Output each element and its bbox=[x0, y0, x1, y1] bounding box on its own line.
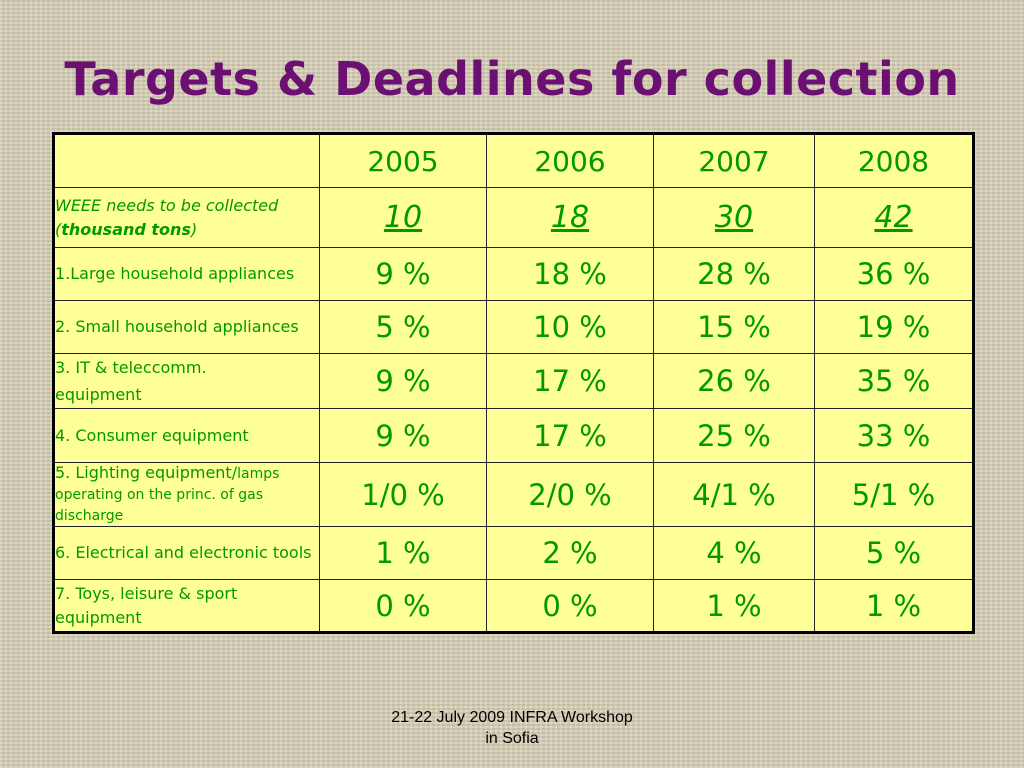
table-cell: 17 % bbox=[486, 353, 654, 409]
header-row: 2005 2006 2007 2008 bbox=[53, 133, 974, 188]
table-cell: 2/0 % bbox=[486, 462, 654, 527]
table-cell: 1/0 % bbox=[319, 462, 487, 527]
table-row: 1.Large household appliances 9 % 18 % 28… bbox=[53, 247, 974, 301]
table-cell: 18 bbox=[486, 187, 654, 248]
table-cell: 35 % bbox=[814, 353, 974, 409]
row-label-main: 5. Lighting equipment/ bbox=[55, 463, 238, 482]
table-row: 4. Consumer equipment 9 % 17 % 25 % 33 % bbox=[53, 408, 974, 463]
table-row: 6. Electrical and electronic tools 1 % 2… bbox=[53, 526, 974, 580]
table-cell: 19 % bbox=[814, 300, 974, 354]
row-label: 4. Consumer equipment bbox=[53, 408, 320, 463]
row-label: 3. IT & teleccomm. equipment bbox=[53, 353, 320, 409]
weee-value: 18 bbox=[550, 200, 590, 235]
year-header: 2007 bbox=[653, 133, 815, 188]
table-cell: 28 % bbox=[653, 247, 815, 301]
year-header: 2006 bbox=[486, 133, 654, 188]
row-label: 7. Toys, leisure & sport equipment bbox=[53, 579, 320, 633]
row-label: WEEE needs to be collected (thousand ton… bbox=[53, 187, 320, 248]
paren-open: ( bbox=[55, 219, 62, 239]
row-label-line1: 3. IT & teleccomm. bbox=[55, 358, 207, 377]
table-cell: 10 bbox=[319, 187, 487, 248]
table-cell: 17 % bbox=[486, 408, 654, 463]
table-cell: 26 % bbox=[653, 353, 815, 409]
year-header: 2008 bbox=[814, 133, 974, 188]
table-cell: 18 % bbox=[486, 247, 654, 301]
table-cell: 9 % bbox=[319, 408, 487, 463]
table-cell: 5 % bbox=[814, 526, 974, 580]
table-cell: 2 % bbox=[486, 526, 654, 580]
slide-title: Targets & Deadlines for collection bbox=[64, 52, 960, 106]
table-row: 2. Small household appliances 5 % 10 % 1… bbox=[53, 300, 974, 354]
table-cell: 1 % bbox=[814, 579, 974, 633]
row-label: 5. Lighting equipment/lamps operating on… bbox=[53, 462, 320, 527]
table-cell: 0 % bbox=[319, 579, 487, 633]
table-cell: 25 % bbox=[653, 408, 815, 463]
table-cell: 4/1 % bbox=[653, 462, 815, 527]
paren-close: ) bbox=[190, 219, 198, 239]
footer-line2: in Sofia bbox=[485, 730, 539, 747]
table-row: 5. Lighting equipment/lamps operating on… bbox=[53, 462, 974, 527]
table-cell: 4 % bbox=[653, 526, 815, 580]
table-cell: 5/1 % bbox=[814, 462, 974, 527]
slide-footer: 21-22 July 2009 INFRA Workshop in Sofia bbox=[340, 707, 684, 749]
table-row: 7. Toys, leisure & sport equipment 0 % 0… bbox=[53, 579, 974, 633]
table-cell: 33 % bbox=[814, 408, 974, 463]
row-label: 2. Small household appliances bbox=[53, 300, 320, 354]
row-label: 6. Electrical and electronic tools bbox=[53, 526, 320, 580]
table-row: WEEE needs to be collected (thousand ton… bbox=[53, 187, 974, 248]
weee-value: 42 bbox=[874, 200, 913, 235]
empty-header-cell bbox=[53, 133, 320, 188]
table-cell: 15 % bbox=[653, 300, 815, 354]
table-cell: 1 % bbox=[653, 579, 815, 633]
weee-value: 10 bbox=[383, 200, 423, 235]
table-cell: 36 % bbox=[814, 247, 974, 301]
table-cell: 1 % bbox=[319, 526, 487, 580]
table-cell: 42 bbox=[814, 187, 974, 248]
weee-value: 30 bbox=[714, 200, 754, 235]
weee-label-line1: WEEE needs to be collected bbox=[55, 195, 279, 215]
footer-line1: 21-22 July 2009 INFRA Workshop bbox=[391, 709, 633, 726]
table-cell: 0 % bbox=[486, 579, 654, 633]
row-label-line2: equipment bbox=[55, 385, 142, 404]
targets-table: 2005 2006 2007 2008 WEEE needs to be col… bbox=[52, 132, 975, 634]
table-cell: 9 % bbox=[319, 247, 487, 301]
table-cell: 30 bbox=[653, 187, 815, 248]
table-row: 3. IT & teleccomm. equipment 9 % 17 % 26… bbox=[53, 353, 974, 409]
table-cell: 10 % bbox=[486, 300, 654, 354]
table-cell: 9 % bbox=[319, 353, 487, 409]
row-label: 1.Large household appliances bbox=[53, 247, 320, 301]
table-cell: 5 % bbox=[319, 300, 487, 354]
year-header: 2005 bbox=[319, 133, 487, 188]
weee-label-unit: thousand tons bbox=[61, 219, 191, 239]
row-label-detail: lamps operating on the princ. of gas dis… bbox=[55, 466, 280, 524]
